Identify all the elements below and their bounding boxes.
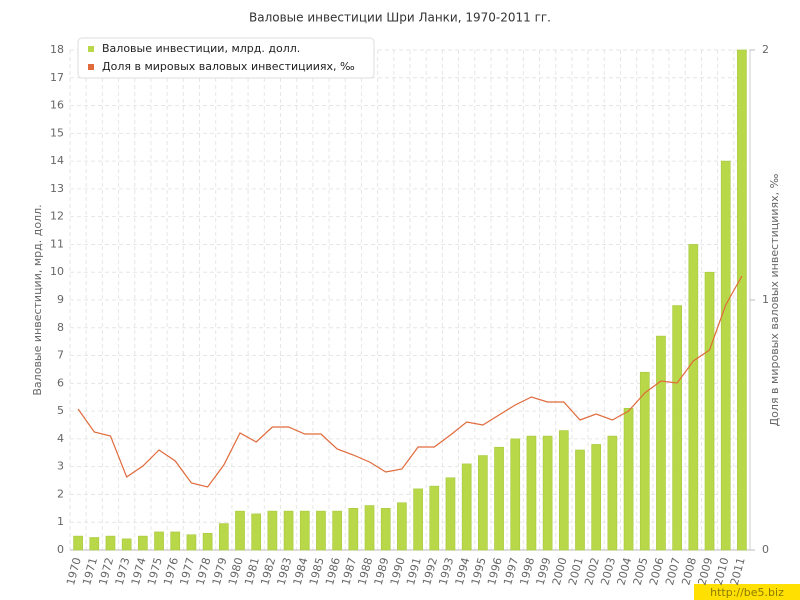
watermark: http://be5.biz [710,586,784,599]
bar [494,446,504,551]
bar [380,508,391,551]
legend-box [77,37,375,79]
y-tick-label: 2 [57,487,64,500]
bar [445,477,456,551]
bar [267,510,278,551]
bar [348,508,359,551]
y2-tick-label: 0 [762,543,769,556]
bar [478,455,488,551]
y-tick-label: 18 [50,43,64,56]
bar [186,534,197,551]
bar [121,538,132,551]
bar [591,444,602,551]
bar [154,531,164,551]
bar [397,502,407,551]
legend-swatch [88,46,94,52]
y-tick-label: 1 [57,515,64,528]
bar [575,449,585,551]
bar [251,513,262,551]
bar [283,510,294,551]
bar [105,535,116,551]
y-tick-label: 4 [57,432,64,445]
y2-tick-label: 1 [762,293,769,306]
y-tick-label: 10 [50,265,64,278]
bar [235,510,245,551]
bar [218,523,229,551]
y-tick-label: 11 [50,237,64,250]
y2-axis-label: Доля в мировых валовых инвестицииях, ‰ [768,173,781,426]
bar [623,408,634,551]
bar [542,435,553,551]
bar [688,244,699,551]
bar [510,438,521,551]
bar [332,510,342,551]
bar [737,49,747,551]
chart-title: Валовые инвестиции Шри Ланки, 1970-2011 … [249,11,551,25]
legend-label: Доля в мировых валовых инвестицииях, ‰ [102,60,355,73]
y-tick-label: 0 [57,543,64,556]
bar [526,435,537,551]
y-tick-label: 3 [57,460,64,473]
bar [170,531,181,551]
y-tick-label: 7 [57,349,64,362]
bar [672,305,682,551]
bar [316,510,326,551]
bar [607,435,618,551]
y-tick-label: 9 [57,293,64,306]
y-axis-label: Валовые инвестиции, мрд. долл. [31,204,44,395]
y-tick-label: 17 [50,71,64,84]
bar [299,510,310,551]
bar [364,505,375,551]
y-tick-label: 6 [57,376,64,389]
legend-label: Валовые инвестиции, млрд. долл. [102,42,300,55]
bar [413,488,423,551]
y-tick-label: 16 [50,99,64,112]
y-tick-label: 8 [57,321,64,334]
bar [89,537,100,551]
bar [720,160,731,551]
y-tick-label: 15 [50,126,64,139]
bar [704,271,715,551]
bar [73,535,83,551]
y-tick-label: 5 [57,404,64,417]
y2-tick-label: 2 [762,43,769,56]
bar [138,535,148,551]
legend-swatch [88,64,94,70]
bar [639,371,650,551]
line [77,275,743,488]
y-tick-label: 14 [50,154,64,167]
watermark-bg [694,584,800,600]
bar [558,430,569,551]
bar [202,533,213,551]
bar [429,485,440,551]
y-tick-label: 12 [50,210,64,223]
bar [656,335,666,551]
y-tick-label: 13 [50,182,64,195]
bar [461,463,472,551]
